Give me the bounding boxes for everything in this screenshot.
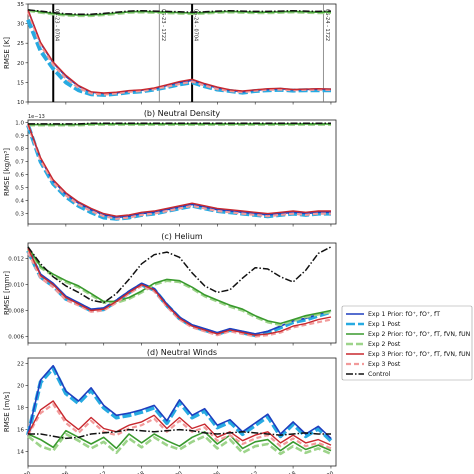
exponent-label: 1e−13 xyxy=(28,114,45,120)
y-axis-label: RMSE [kg/m³] xyxy=(3,148,11,196)
plot-frame xyxy=(27,242,337,344)
y-tick-label: 0.3 xyxy=(15,212,24,218)
panel-title: (c) Helium xyxy=(161,232,203,241)
y-tick-label: 0.010 xyxy=(8,283,24,289)
y-tick-label: 0.9 xyxy=(15,134,24,140)
panel-1: (b) Neutral Density 0.3 0.4 0.5 0.6 0.7 0.8 0.9… xyxy=(3,109,337,227)
x-tick-label: 00 xyxy=(326,471,335,474)
y-axis-label: RMSE [m/s] xyxy=(3,392,11,433)
panel-title: (b) Neutral Density xyxy=(144,109,221,118)
x-tick-label: 00 xyxy=(23,471,32,474)
x-tick-label: 12 xyxy=(250,471,259,474)
series-line-exp2-post xyxy=(26,248,332,327)
legend-label: Exp 3 Post xyxy=(368,361,401,368)
y-tick-label: 20 xyxy=(17,384,24,390)
panel-2: (c) Helium 0.006 0.008 0.010 0.012 RMSE [mmr] xyxy=(3,232,337,346)
y-tick-label: 0.012 xyxy=(8,257,24,263)
legend-label: Exp 2 Post xyxy=(368,341,401,348)
y-tick-label: 1.0 xyxy=(15,121,24,127)
series-line-exp1-prior xyxy=(27,364,332,439)
legend-label: Exp 1 Post xyxy=(368,321,401,328)
series-line-exp3-post xyxy=(27,403,332,450)
x-tick-label: 18 xyxy=(137,471,146,474)
y-axis-label: RMSE [K] xyxy=(3,37,11,69)
series-line-exp3-post xyxy=(27,251,332,338)
y-tick-label: 0.006 xyxy=(8,335,24,341)
y-tick-label: 0.6 xyxy=(15,173,24,179)
y-tick-label: 30 xyxy=(17,22,24,28)
x-tick-label: 06 xyxy=(61,471,70,474)
y-tick-label: 25 xyxy=(17,41,24,47)
series-line-exp3-post xyxy=(26,11,331,96)
y-tick-label: 35 xyxy=(17,2,24,8)
legend: Exp 1 Prior: fO⁺, fO⁺, fT Exp 1 Post Exp 2… xyxy=(341,305,473,381)
legend-label: Control xyxy=(368,371,391,378)
panel-3: (d) Neutral Winds 14 16 18 20 22 RMSE [m/s] 00 0… xyxy=(3,348,337,474)
y-tick-label: 0.7 xyxy=(15,160,24,166)
y-tick-label: 0.5 xyxy=(15,186,24,192)
y-tick-label: 0.008 xyxy=(8,309,24,315)
series-line-exp3-post xyxy=(26,124,331,220)
y-tick-label: 14 xyxy=(17,450,24,456)
y-tick-label: 22 xyxy=(17,362,24,368)
series-line-exp1-post xyxy=(26,124,331,221)
y-axis-label: RMSE [mmr] xyxy=(3,271,11,315)
event-label: 06-23 - 1722 xyxy=(160,9,166,41)
legend-label: Exp 2 Prior: fO⁺, fO⁺, fT, fVN, fUN xyxy=(368,331,471,338)
series-line-exp3-prior xyxy=(27,247,332,336)
x-tick-label: 12 xyxy=(99,471,108,474)
series-line-control xyxy=(27,246,332,304)
series-line-control xyxy=(28,122,331,125)
event-label: 06-24 - 1722 xyxy=(324,9,330,41)
plot-frame xyxy=(27,3,337,103)
series-line-exp1-post xyxy=(26,365,333,443)
legend-label: Exp 1 Prior: fO⁺, fO⁺, fT xyxy=(368,311,440,318)
event-label: 06-24 - 0704 xyxy=(193,9,199,41)
panel-0: 10 15 20 25 30 35 RMSE [K] 06-23 - 0704 06-23 - … xyxy=(3,2,337,106)
plot-frame xyxy=(27,119,337,225)
legend-frame xyxy=(341,305,473,381)
event-label: 06-23 - 0704 xyxy=(54,9,60,41)
series-line-exp3-prior xyxy=(27,400,332,446)
series-line-control xyxy=(27,9,332,15)
series-line-exp1-prior xyxy=(27,246,332,335)
plot-frame xyxy=(27,357,337,467)
y-tick-label: 18 xyxy=(17,406,24,412)
y-tick-label: 10 xyxy=(17,100,24,106)
y-tick-label: 0.8 xyxy=(15,147,24,153)
y-tick-label: 0.4 xyxy=(15,199,24,205)
x-tick-label: 18 xyxy=(288,471,297,474)
x-tick-label: 00 xyxy=(174,471,183,474)
series-line-exp3-prior xyxy=(27,123,331,217)
y-tick-label: 20 xyxy=(17,61,24,67)
series-line-exp2-post xyxy=(27,432,332,456)
legend-label: Exp 3 Prior: fO⁺, fO⁺, fT, fVN, fUN xyxy=(368,351,471,358)
series-line-exp3-prior xyxy=(27,9,332,94)
series-line-exp1-prior xyxy=(27,123,331,219)
series-line-exp2-prior xyxy=(27,246,332,325)
panel-title: (d) Neutral Winds xyxy=(147,348,217,357)
y-tick-label: 15 xyxy=(17,80,24,86)
series-line-control xyxy=(28,428,331,440)
y-tick-label: 16 xyxy=(17,428,24,434)
x-tick-label: 06 xyxy=(212,471,221,474)
